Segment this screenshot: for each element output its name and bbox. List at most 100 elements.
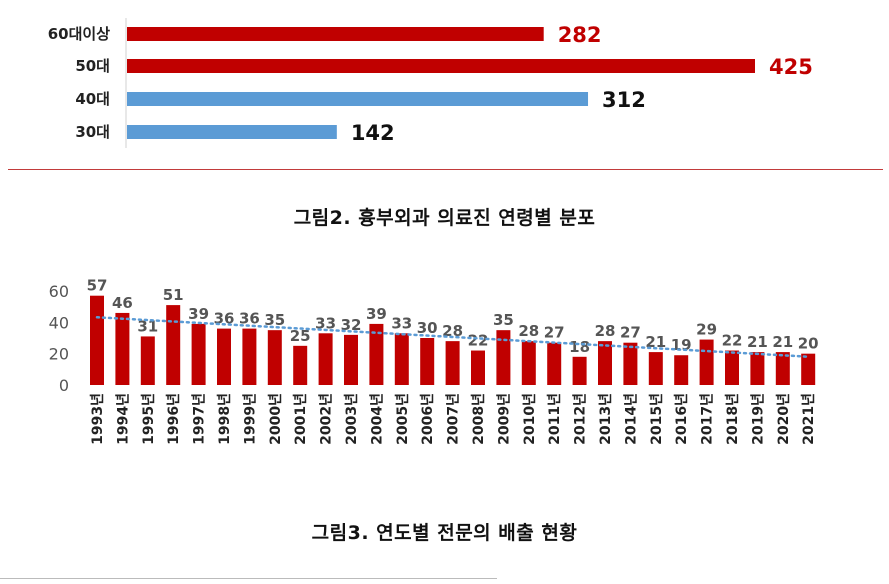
bar — [699, 339, 714, 385]
bar — [369, 323, 384, 385]
x-tick-label: 2004년 — [369, 393, 385, 445]
data-label: 282 — [558, 23, 602, 47]
y-tick-label: 0 — [59, 376, 69, 395]
bar — [725, 350, 739, 385]
data-label: 27 — [620, 324, 641, 342]
x-tick-label: 2011년 — [547, 393, 563, 445]
data-label: 27 — [544, 324, 565, 342]
data-label: 21 — [747, 333, 768, 351]
bar — [623, 342, 638, 385]
bar — [394, 333, 409, 385]
bar — [750, 352, 765, 385]
bar — [127, 125, 337, 139]
bar — [115, 312, 130, 385]
x-tick-label: 2005년 — [395, 393, 411, 445]
data-label: 30 — [417, 319, 438, 337]
category-label: 60대이상 — [48, 25, 110, 43]
bar — [127, 27, 544, 41]
x-tick-label: 2013년 — [598, 393, 614, 445]
bar — [598, 341, 612, 385]
data-label: 33 — [391, 314, 412, 332]
x-tick-label: 2007년 — [446, 393, 462, 445]
annual-specialists-chart: 0 20 40 60 57 1993년 46 1994년 31 1995년 51 1996년 39 199… — [49, 277, 819, 445]
bar — [90, 295, 104, 385]
x-tick-label: 1996년 — [166, 393, 182, 445]
bar — [801, 353, 816, 385]
bar — [166, 305, 181, 385]
data-label: 21 — [772, 333, 793, 351]
x-tick-label: 2020년 — [776, 393, 792, 445]
x-tick-label: 2021년 — [801, 393, 817, 445]
x-tick-label: 2019년 — [750, 393, 766, 445]
data-label: 21 — [645, 333, 666, 351]
x-tick-label: 2001년 — [293, 393, 309, 445]
bar — [572, 356, 587, 385]
data-label: 22 — [468, 332, 489, 350]
data-label: 25 — [290, 327, 311, 345]
data-label: 425 — [769, 55, 813, 79]
data-label: 36 — [239, 310, 260, 328]
data-label: 19 — [671, 336, 692, 354]
y-tick-label: 40 — [49, 313, 69, 332]
bar — [140, 336, 155, 385]
x-tick-label: 2002년 — [319, 393, 335, 445]
x-tick-label: 2018년 — [725, 393, 741, 445]
data-label: 20 — [798, 335, 819, 353]
bar — [496, 330, 511, 385]
bar — [267, 330, 282, 385]
bar — [242, 328, 257, 385]
data-label: 29 — [696, 321, 717, 339]
bar — [127, 92, 589, 106]
bar — [127, 59, 755, 73]
section-divider — [8, 169, 883, 170]
bar — [471, 350, 485, 385]
data-label: 35 — [264, 311, 285, 329]
data-label: 51 — [163, 286, 184, 304]
figure2-caption: 그림2. 흉부외과 의료진 연령별 분포 — [293, 207, 596, 229]
bottom-rule — [0, 578, 497, 579]
x-tick-label: 1998년 — [217, 393, 233, 445]
data-label: 39 — [188, 305, 209, 323]
x-tick-label: 2014년 — [623, 393, 639, 445]
data-label: 22 — [722, 332, 743, 350]
x-tick-label: 2010년 — [522, 393, 538, 445]
x-tick-label: 2009년 — [496, 393, 512, 445]
category-label: 30대 — [75, 123, 110, 141]
data-label: 46 — [112, 294, 133, 312]
category-label: 40대 — [75, 90, 110, 108]
data-label: 28 — [595, 322, 616, 340]
figure3-caption: 그림3. 연도별 전문의 배출 현황 — [311, 522, 578, 544]
bar — [217, 328, 231, 385]
bar — [674, 355, 689, 385]
x-tick-label: 2016년 — [674, 393, 690, 445]
bar — [318, 333, 333, 385]
bar — [191, 323, 206, 385]
bar — [420, 338, 435, 385]
x-tick-label: 1997년 — [192, 393, 208, 445]
data-label: 31 — [137, 317, 158, 335]
data-label: 35 — [493, 311, 514, 329]
x-tick-label: 2017년 — [700, 393, 716, 445]
x-tick-label: 2008년 — [471, 393, 487, 445]
data-label: 312 — [602, 88, 646, 112]
bar — [293, 345, 308, 385]
data-label: 28 — [442, 322, 463, 340]
x-tick-label: 1995년 — [141, 393, 157, 445]
data-label: 18 — [569, 338, 590, 356]
age-distribution-chart: 60대이상 282 50대 425 40대 312 30대 142 — [48, 18, 813, 148]
x-tick-label: 1999년 — [242, 393, 258, 445]
data-label: 32 — [341, 316, 362, 334]
x-tick-label: 1993년 — [90, 393, 106, 445]
category-label: 50대 — [75, 57, 110, 75]
x-tick-label: 2000년 — [268, 393, 284, 445]
y-tick-label: 60 — [49, 282, 69, 301]
bar — [775, 352, 790, 385]
bar — [547, 342, 562, 385]
data-label: 28 — [518, 322, 539, 340]
trendline — [95, 316, 810, 358]
bar — [344, 334, 358, 385]
x-tick-label: 1994년 — [115, 393, 131, 445]
x-tick-label: 2015년 — [649, 393, 665, 445]
x-tick-label: 2003년 — [344, 393, 360, 445]
data-label: 57 — [87, 277, 108, 295]
